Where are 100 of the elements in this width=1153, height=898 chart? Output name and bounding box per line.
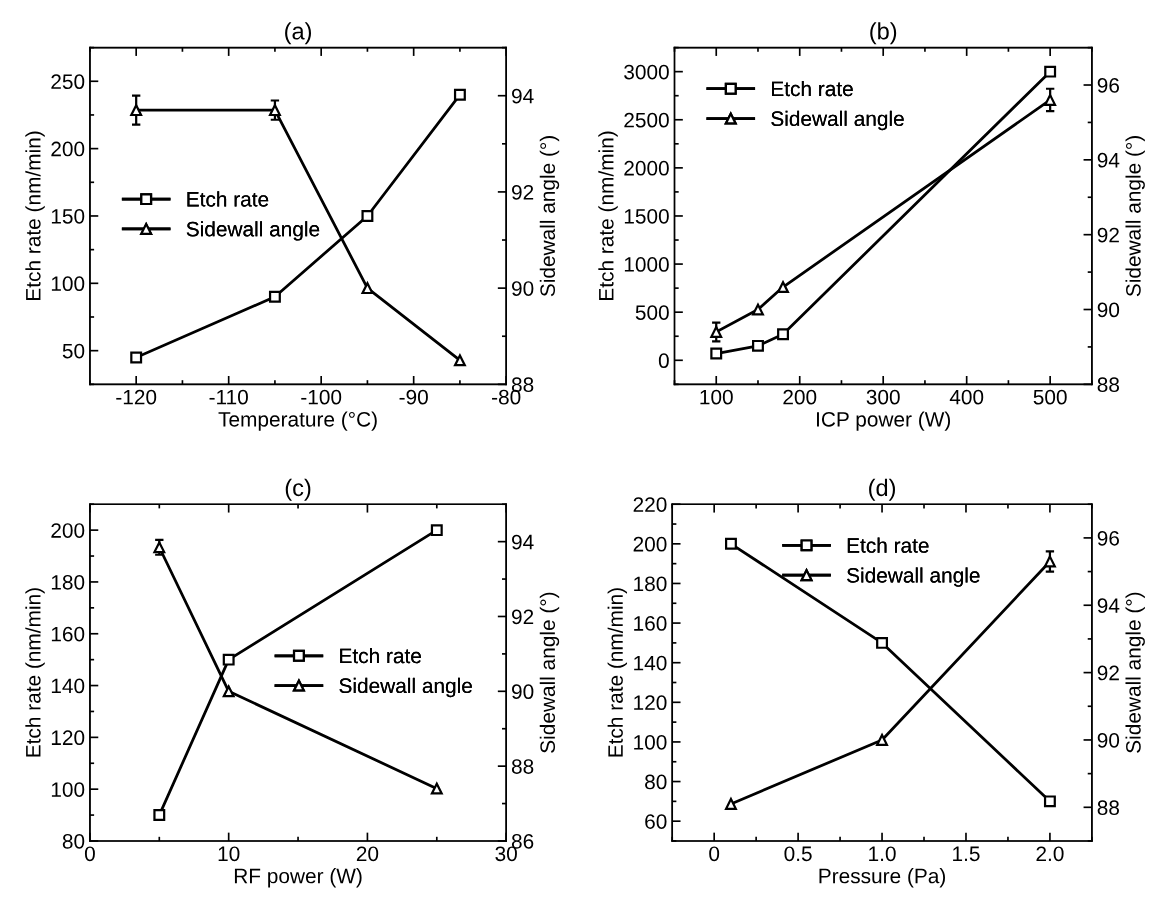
y-tick-label: 250 [51, 74, 85, 90]
point [752, 339, 764, 352]
y-tick-label: 500 [635, 305, 669, 320]
y-tick-label: 200 [51, 523, 85, 538]
point [453, 354, 466, 367]
y2-tick-label: 90 [512, 684, 534, 700]
y-tick-label: 80 [645, 774, 667, 790]
legend-label: Sidewall angle [186, 221, 320, 241]
y2-tick-label: 92 [1097, 665, 1119, 681]
x-tick-label: -110 [209, 389, 248, 405]
y2-axis-title: Sidewall angle (°) [539, 592, 560, 753]
y2-tick-label: 88 [511, 759, 534, 774]
x-tick-label: 300 [866, 389, 900, 405]
y-tick-label: 150 [51, 208, 85, 224]
point [1044, 94, 1057, 106]
y2-tick-label: 94 [512, 88, 534, 104]
x-tick-label: 400 [949, 389, 984, 405]
y-tick-label: 50 [62, 343, 85, 359]
y-tick-label: 220 [633, 497, 667, 512]
point [268, 104, 281, 117]
x-tick-label: -120 [116, 389, 157, 405]
y-tick-label: 80 [62, 833, 85, 849]
x-tick-label: 0.5 [784, 846, 812, 862]
y-tick-label: 180 [51, 574, 85, 590]
y-axis-title: Etch rate (nm/min) [598, 131, 618, 300]
x-tick-label: 500 [1033, 389, 1067, 405]
point [710, 347, 723, 360]
y2-axis-title: Sidewall angle (°) [1125, 592, 1145, 753]
x-tick-label: -90 [399, 389, 428, 405]
point [222, 685, 235, 698]
x-tick-label: 10 [218, 846, 240, 862]
y2-tick-label: 96 [1097, 530, 1120, 546]
y-tick-label: 100 [51, 276, 85, 292]
legend-label: Etch rate [847, 537, 929, 553]
x-tick-label: 20 [356, 846, 379, 862]
y2-tick-label: 92 [512, 184, 534, 200]
point [724, 797, 737, 810]
y2-tick-label: 88 [1097, 377, 1120, 393]
y2-tick-label: 94 [1097, 152, 1120, 168]
chart-title: (b) [870, 22, 897, 45]
legend-label: Sidewall angle [847, 567, 980, 587]
y2-tick-label: 88 [1097, 800, 1120, 816]
x-tick-label: 0 [84, 846, 95, 862]
legend-label: Etch rate [772, 80, 853, 97]
y2-tick-label: 92 [1097, 227, 1119, 243]
y2-axis-title: Sidewall angle (°) [1125, 136, 1145, 297]
y-tick-label: 3000 [624, 64, 669, 80]
point [222, 653, 235, 666]
x-axis-title: Temperature (°C) [218, 411, 377, 431]
chart-title: (a) [285, 22, 312, 45]
y2-tick-label: 90 [1097, 732, 1120, 748]
y-axis-title: Etch rate (nm/min) [25, 131, 45, 300]
point [777, 281, 789, 294]
x-axis-title: ICP power (W) [817, 411, 951, 431]
point [752, 303, 764, 316]
y-tick-label: 2000 [624, 160, 669, 176]
y-tick-label: 200 [51, 141, 85, 157]
point [1043, 795, 1056, 808]
y2-tick-label: 90 [512, 281, 534, 296]
x-axis-title: RF power (W) [234, 868, 362, 888]
point [430, 782, 443, 795]
y-tick-label: 60 [645, 814, 667, 829]
y2-tick-label: 90 [1097, 302, 1120, 318]
y2-tick-label: 94 [1097, 598, 1120, 614]
point [876, 636, 889, 649]
y-tick-label: 100 [634, 734, 667, 750]
y-axis-title: Etch rate (nm/min) [25, 588, 45, 757]
y-tick-label: 120 [634, 695, 667, 711]
y2-tick-label: 96 [1097, 78, 1120, 93]
y-tick-label: 180 [634, 576, 667, 592]
point [453, 88, 466, 101]
y2-axis-title: Sidewall angle (°) [539, 136, 560, 297]
y-tick-label: 160 [51, 626, 85, 642]
chart-title: (c) [285, 478, 311, 501]
x-tick-label: 1.0 [869, 846, 896, 862]
y-tick-label: 2500 [624, 112, 669, 128]
point [430, 524, 443, 537]
x-axis-title: Pressure (Pa) [819, 868, 946, 888]
x-tick-label: -100 [301, 389, 342, 405]
x-tick-label: 0 [709, 846, 720, 862]
y-tick-label: 0 [658, 353, 669, 369]
x-tick-label: 1.5 [953, 846, 980, 862]
point [130, 351, 143, 364]
legend-label: Etch rate [340, 647, 421, 664]
y-axis-title: Etch rate (nm/min) [607, 588, 628, 757]
point [361, 210, 374, 222]
legend-label: Sidewall angle [771, 110, 904, 131]
y-tick-label: 160 [634, 616, 667, 631]
point [876, 733, 889, 746]
y-tick-label: 200 [633, 536, 667, 552]
point [268, 290, 281, 303]
point [153, 809, 166, 822]
point [1044, 65, 1057, 78]
legend-label: Etch rate [187, 191, 269, 207]
point [777, 328, 789, 341]
x-tick-label: 200 [783, 389, 817, 405]
point [724, 537, 737, 550]
legend-label: Sidewall angle [339, 677, 472, 698]
point [130, 104, 143, 117]
x-tick-label: 100 [700, 389, 733, 405]
